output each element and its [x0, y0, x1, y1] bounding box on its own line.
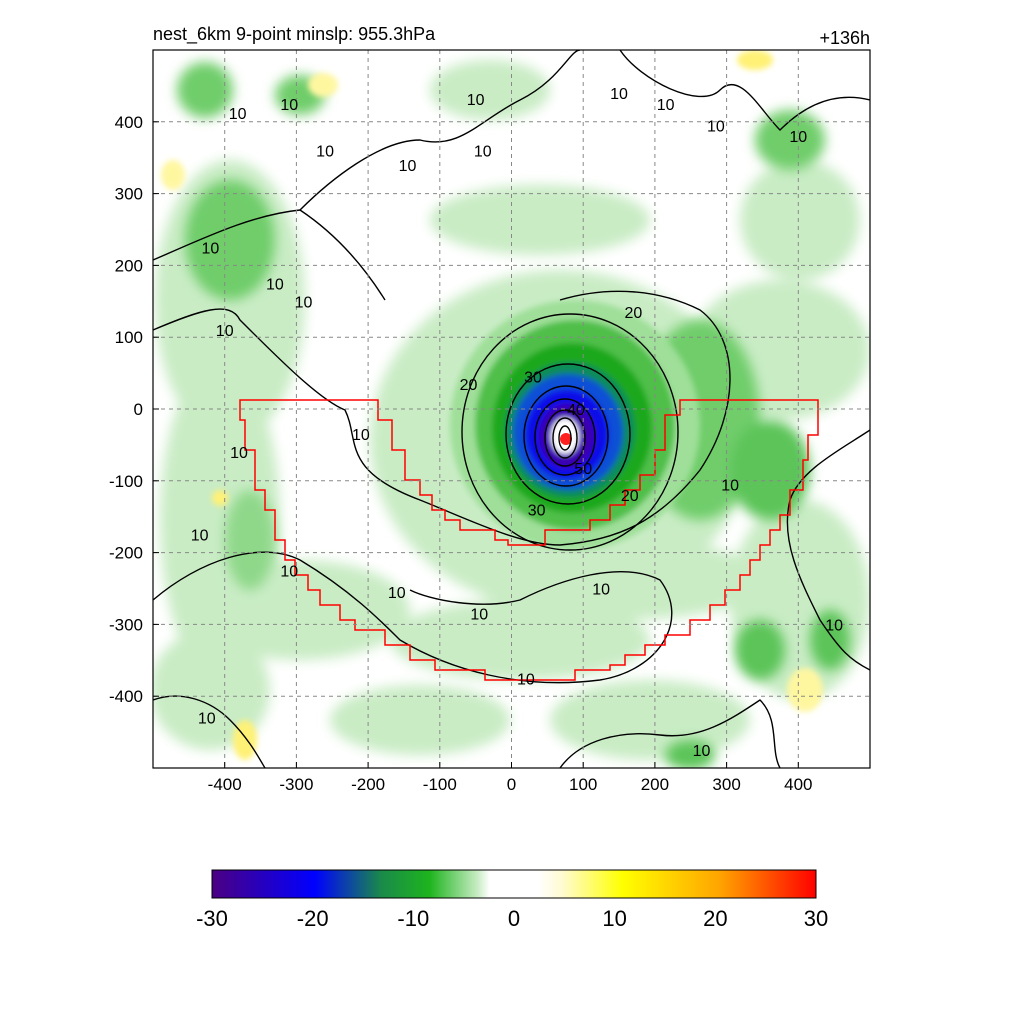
contour-line	[299, 50, 581, 211]
contour-line	[523, 385, 609, 487]
contour-label: 30	[528, 503, 546, 520]
x-tick-label: -100	[423, 775, 457, 794]
contour-line	[534, 398, 596, 476]
x-tick-label: 100	[569, 775, 597, 794]
forecast-hour-label: +136h	[819, 28, 870, 48]
contour-line	[786, 429, 870, 671]
contour-line	[153, 695, 266, 768]
region-boundary	[239, 399, 819, 681]
contour-label: 10	[693, 743, 711, 760]
contour-label: 10	[399, 158, 417, 175]
storm-center-marker	[560, 433, 572, 445]
y-tick-label: -200	[109, 544, 143, 563]
x-tick-label: -300	[279, 775, 313, 794]
y-tick-label: -300	[109, 615, 143, 634]
contour-label: 10	[721, 477, 739, 494]
contour-label: 20	[621, 488, 639, 505]
y-tick-label: 400	[115, 113, 143, 132]
contour-label: 10	[474, 144, 492, 161]
yellow-regions	[161, 50, 823, 760]
x-tick-label: 400	[784, 775, 812, 794]
colorbar-gradient	[211, 869, 817, 899]
contour-label: 10	[229, 106, 247, 123]
colorbar-tick-label: 30	[804, 906, 828, 931]
y-tick-label: 0	[134, 400, 143, 419]
contour-label: 10	[789, 129, 807, 146]
contour-line	[544, 409, 586, 467]
colorbar-ticks: -30 -20 -10 0 10 20 30	[196, 906, 828, 931]
colorbar: -30 -20 -10 0 10 20 30	[196, 869, 828, 931]
contour-label: 20	[624, 305, 642, 322]
y-tick-label: 200	[115, 256, 143, 275]
contour-line	[558, 425, 572, 451]
contour-label: 30	[524, 370, 542, 387]
colorbar-tick-label: 0	[508, 906, 520, 931]
contour-line	[153, 209, 731, 546]
colorbar-tick-label: -10	[397, 906, 429, 931]
contour-label: 50	[574, 461, 592, 478]
contour-label: 10	[592, 582, 610, 599]
contour-label: 20	[460, 377, 478, 394]
colorbar-tick-label: -30	[196, 906, 228, 931]
contour-label: 10	[825, 617, 843, 634]
contour-label: 10	[610, 86, 628, 103]
contour-label: 10	[230, 445, 248, 462]
contour-label: 10	[280, 564, 298, 581]
contour-line	[461, 313, 679, 551]
contour-label: 10	[280, 97, 298, 114]
contour-labels: 10 10 10 10 10 10 10 10 10 10 10 10 10 10 10 10 10 10 10 10…	[191, 86, 843, 760]
contour-label: 10	[266, 276, 284, 293]
x-tick-label: 200	[641, 775, 669, 794]
y-tick-label: 300	[115, 185, 143, 204]
contour-label: 10	[198, 711, 216, 728]
contour-line	[505, 363, 631, 505]
chart-title: nest_6km 9-point minslp: 955.3hPa	[153, 24, 436, 45]
contour-label: 10	[467, 92, 485, 109]
contour-line	[552, 417, 578, 459]
y-tick-label: -400	[109, 687, 143, 706]
contour-line	[619, 50, 870, 131]
y-axis: 400 300 200 100 0 -100 -200 -300 -400	[109, 113, 159, 706]
storm-rings	[450, 300, 700, 550]
plot-area: 10 10 10 10 10 10 10 10 10 10 10 10 10 10 10 10 10 10 10 10…	[152, 49, 871, 769]
contour-label: 40	[567, 402, 585, 419]
contour-label: 10	[388, 585, 406, 602]
contour-label: 10	[295, 294, 313, 311]
contour-label: 10	[216, 323, 234, 340]
colorbar-tick-label: 10	[602, 906, 626, 931]
x-axis: -400 -300 -200 -100 0 100 200 300 400	[208, 762, 812, 794]
colorbar-tick-label: 20	[703, 906, 727, 931]
x-tick-label: -200	[351, 775, 385, 794]
x-tick-label: -400	[208, 775, 242, 794]
contour-line	[559, 699, 781, 768]
contour-label: 10	[517, 671, 535, 688]
contour-label: 10	[470, 607, 488, 624]
contour-line	[153, 551, 673, 684]
contour-label: 10	[191, 528, 209, 545]
contour-label: 10	[657, 97, 675, 114]
contour-label: 10	[707, 118, 725, 135]
x-tick-label: 300	[712, 775, 740, 794]
contour-label: 10	[201, 240, 219, 257]
contour-lines	[153, 50, 870, 768]
colorbar-tick-label: -20	[297, 906, 329, 931]
y-tick-label: -100	[109, 472, 143, 491]
contour-label: 10	[316, 144, 334, 161]
contour-label: 10	[352, 427, 370, 444]
y-tick-label: 100	[115, 328, 143, 347]
x-tick-label: 0	[507, 775, 516, 794]
